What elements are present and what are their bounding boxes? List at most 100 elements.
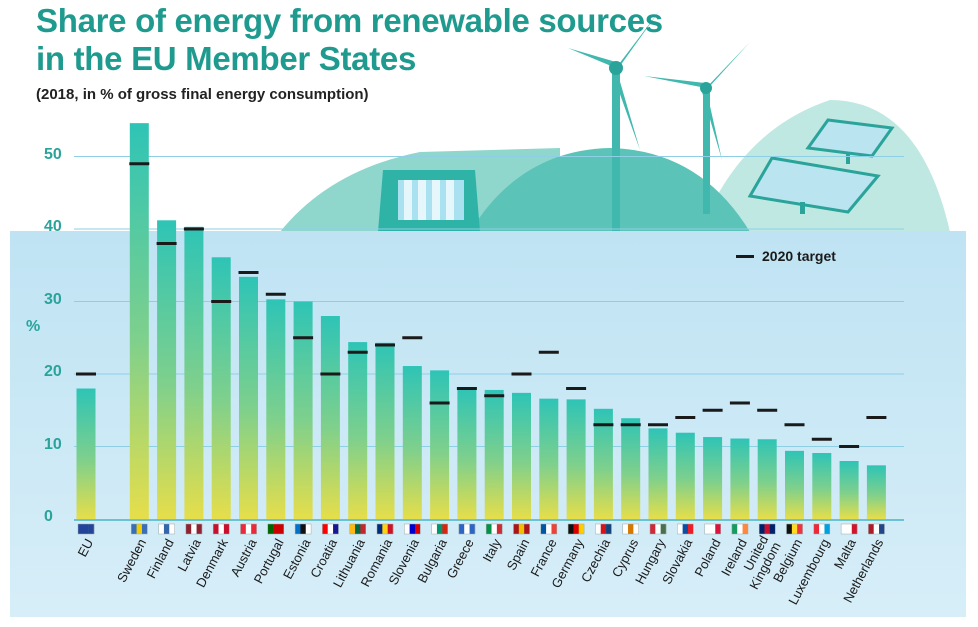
bars [76,123,886,520]
target-marker-finland [156,242,177,245]
wind-turbine-icon [568,10,660,232]
bar-eu [76,388,96,519]
target-marker-portugal [265,292,286,296]
y-tick-label: 30 [44,290,62,308]
y-tick-label: 10 [44,435,62,453]
cyprus-flag-icon [622,523,639,535]
bar-latvia [184,226,204,519]
bar-poland [703,437,723,519]
target-marker-bulgaria [429,401,450,405]
wind-turbine-icon [644,42,750,214]
target-marker-united-kingdom [757,408,778,412]
target-marker-latvia [183,227,204,231]
bar-united-kingdom [757,439,777,519]
bar-greece [457,388,477,519]
target-marker-germany [566,387,587,390]
finland-flag-icon [158,523,175,535]
bar-denmark [211,257,231,519]
bulgaria-flag-icon [431,523,448,535]
target-marker-greece [456,387,477,390]
target-marker-czechia [593,423,614,427]
target-marker-ireland [729,401,750,405]
y-tick-label: 20 [44,363,62,380]
target-marker-spain [511,372,532,376]
hungary-flag-icon [649,523,667,535]
target-marker-luxembourg [811,437,832,441]
bar-romania [375,342,395,519]
hill-center [470,148,750,232]
bar-germany [566,399,586,519]
malta-flag-icon [840,523,858,535]
background-scenery [280,10,950,232]
bar-slovenia [402,366,422,519]
romania-flag-icon [376,523,394,535]
y-axis-label: % [26,318,41,335]
target-marker-lithuania [347,350,368,354]
spain-flag-icon [513,523,530,535]
target-marker-belgium [784,423,805,427]
country-flags [77,523,885,535]
belgium-flag-icon [786,523,803,535]
austria-flag-icon [240,523,257,535]
solar-panel-icon [747,156,881,214]
estonia-flag-icon [294,523,312,535]
y-tick-label: 50 [44,145,62,163]
bar-italy [484,389,504,519]
netherlands-flag-icon [868,523,885,535]
lithuania-flag-icon [349,523,366,535]
target-marker-estonia [293,336,314,340]
latvia-flag-icon [185,523,203,535]
luxembourg-flag-icon [813,523,831,535]
y-tick-label: 0 [44,508,53,525]
poland-flag-icon [704,523,721,535]
target-marker-netherlands [866,416,887,419]
united-kingdom-flag-icon [758,523,776,535]
target-markers [76,162,887,448]
bar-czechia [593,408,613,519]
bar-sweden [129,123,149,520]
chart-subtitle: (2018, in % of gross final energy consum… [36,86,369,103]
slovakia-flag-icon [677,523,694,535]
france-flag-icon [540,523,558,535]
greece-flag-icon [458,523,476,535]
eu-flag-icon [77,523,95,535]
slovenia-flag-icon [404,523,421,535]
bar-portugal [266,299,286,519]
sweden-flag-icon [131,523,148,535]
legend: 2020 target [736,248,836,264]
bar-lithuania [348,342,368,519]
croatia-flag-icon [322,523,339,535]
bar-malta [839,461,859,519]
denmark-flag-icon [212,523,230,535]
bar-france [539,398,559,519]
germany-flag-icon [567,523,585,535]
bar-ireland [730,438,750,519]
target-marker-croatia [320,372,341,376]
chart-title-line-1: Share of energy from renewable sources [36,2,663,39]
ireland-flag-icon [731,523,749,535]
czechia-flag-icon [595,523,612,535]
target-marker-sweden [129,162,150,166]
bar-netherlands [866,465,886,519]
target-marker-poland [702,408,723,412]
target-marker-denmark [211,300,232,303]
italy-flag-icon [485,523,503,535]
bar-hungary [648,428,668,519]
target-marker-slovenia [402,336,423,340]
bar-croatia [320,316,340,519]
target-marker-hungary [648,423,668,427]
bar-austria [239,276,258,519]
bar-belgium [785,450,804,519]
bar-luxembourg [812,453,832,519]
target-marker-malta [839,445,860,448]
bar-slovakia [675,432,695,519]
bar-bulgaria [430,370,450,519]
bar-estonia [293,301,313,519]
target-marker-romania [375,343,395,347]
y-tick-label: 40 [44,218,62,235]
bar-spain [512,392,531,519]
dam-icon [378,170,480,232]
legend-target-label: 2020 target [762,248,836,264]
legend-target-marker [736,254,754,258]
target-marker-slovakia [675,416,696,419]
